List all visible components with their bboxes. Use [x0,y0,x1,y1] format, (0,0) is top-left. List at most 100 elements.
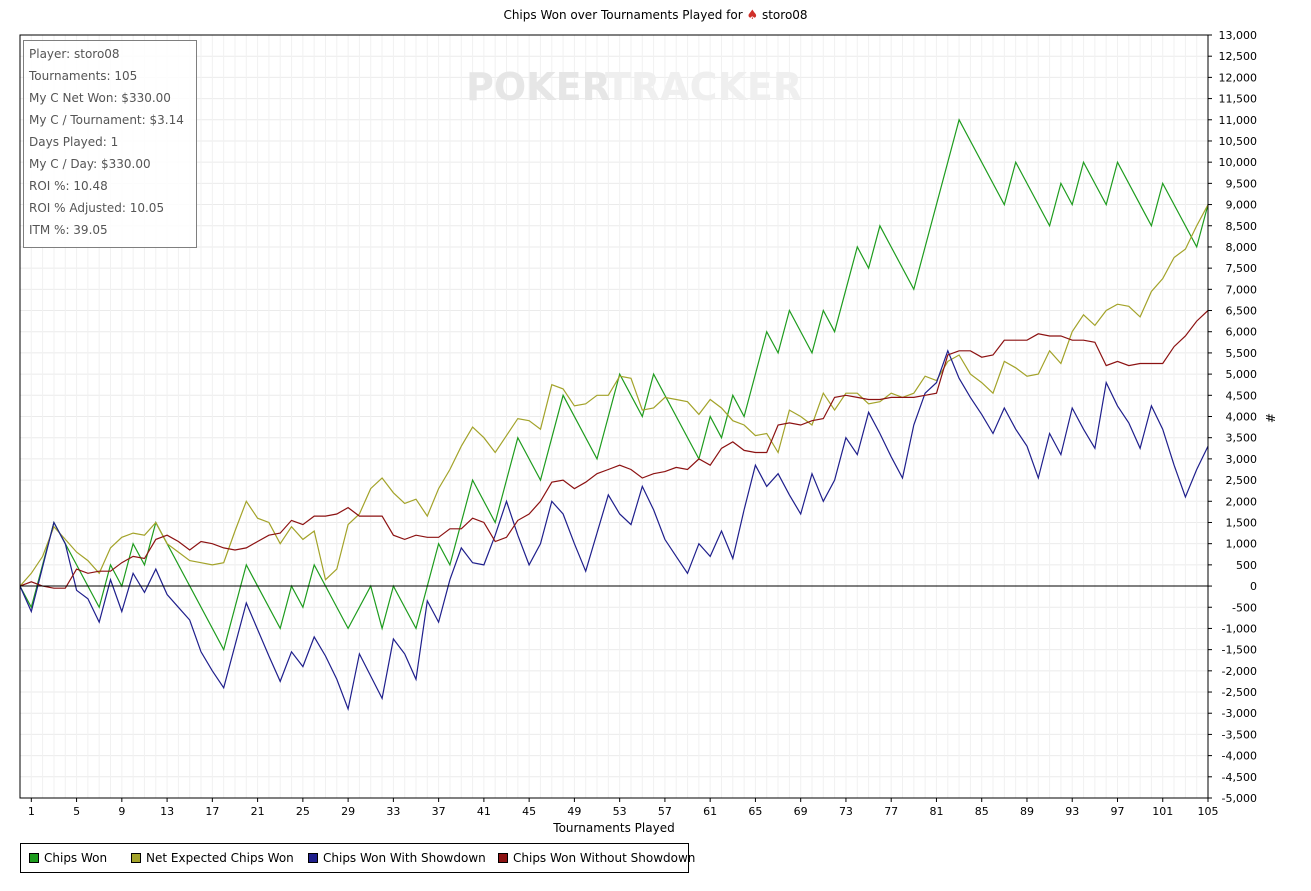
chart-title-player: storo08 [761,8,808,22]
x-tick-label: 37 [432,805,446,818]
y-axis-label: # [1263,413,1277,423]
x-tick-label: 57 [658,805,672,818]
plot-frame [19,34,1209,799]
y-tick-label: -1,000 [1222,622,1257,635]
y-tick-label: -5,000 [1222,792,1257,805]
x-tick-label: 41 [477,805,491,818]
y-tick-label: 7,500 [1226,262,1258,275]
series-layer [19,118,1209,712]
x-tick-label: 65 [748,805,762,818]
y-tick-label: 5,500 [1226,347,1258,360]
series-line-4 [19,310,1209,589]
legend-item: Chips Won Without Showdown [498,851,695,865]
y-tick-label: -2,500 [1222,686,1257,699]
x-tick-label: 9 [118,805,125,818]
chart-title-text: Chips Won over Tournaments Played for [503,8,743,22]
watermark-tracker: TRACKER [605,65,802,109]
stat-line: ROI %: 10.48 [29,179,108,193]
x-tick-label: 105 [1198,805,1219,818]
stat-line: My C Net Won: $330.00 [29,91,171,105]
y-tick-label: 4,000 [1226,411,1258,424]
y-tick-label: -4,500 [1222,771,1257,784]
y-tick-label: 4,500 [1226,389,1258,402]
watermark: POKER TRACKER [466,65,802,109]
y-tick-label: 7,000 [1226,283,1258,296]
y-tick-label: 8,000 [1226,241,1258,254]
x-tick-label: 77 [884,805,898,818]
x-tick-label: 17 [205,805,219,818]
legend-item: Net Expected Chips Won [131,851,294,865]
watermark-poker: POKER [466,65,611,109]
grid-layer [20,34,1209,799]
y-tick-label: -3,500 [1222,728,1257,741]
legend-item: Chips Won [29,851,107,865]
y-tick-label: 500 [1236,559,1257,572]
y-tick-label: 10,000 [1219,156,1258,169]
y-tick-label: -1,500 [1222,644,1257,657]
y-tick-label: 6,500 [1226,305,1258,318]
y-tick-label: 8,500 [1226,220,1258,233]
stat-line: Days Played: 1 [29,135,119,149]
legend-item: Chips Won With Showdown [308,851,486,865]
stat-line: ROI % Adjusted: 10.05 [29,201,165,215]
y-tick-label: 6,000 [1226,326,1258,339]
legend-swatch [29,853,39,863]
x-tick-label: 53 [613,805,627,818]
x-tick-label: 21 [251,805,265,818]
x-tick-label: 97 [1110,805,1124,818]
x-tick-label: 85 [975,805,989,818]
x-tick-label: 29 [341,805,355,818]
y-tick-label: 9,500 [1226,177,1258,190]
x-tick-label: 13 [160,805,174,818]
y-tick-label: 2,500 [1226,474,1258,487]
x-tick-label: 49 [567,805,581,818]
x-axis-label: Tournaments Played [552,821,674,835]
x-tick-label: 101 [1152,805,1173,818]
y-tick-label: 5,000 [1226,368,1258,381]
x-tick-label: 61 [703,805,717,818]
y-tick-label: -500 [1232,601,1257,614]
y-tick-label: 12,000 [1219,71,1258,84]
stat-line: Player: storo08 [29,47,120,61]
y-tick-label: 10,500 [1219,135,1258,148]
stat-line: ITM %: 39.05 [29,223,108,237]
y-tick-label: 1,500 [1226,516,1258,529]
y-tick-label: 13,000 [1219,29,1258,42]
x-tick-label: 93 [1065,805,1079,818]
stat-line: My C / Day: $330.00 [29,157,151,171]
y-tick-label: 3,000 [1226,453,1258,466]
series-line-2 [19,204,1209,587]
y-tick-label: -4,000 [1222,750,1257,763]
x-tick-label: 73 [839,805,853,818]
spade-icon: ♠ [746,8,759,23]
stat-line: My C / Tournament: $3.14 [29,113,184,127]
chart-title: Chips Won over Tournaments Played for ♠ … [0,8,1311,23]
x-tick-label: 69 [794,805,808,818]
legend-label: Chips Won [44,851,108,865]
legend-swatch [308,853,318,863]
legend-label: Chips Won Without Showdown [513,851,696,865]
y-tick-label: -3,000 [1222,707,1257,720]
x-tick-label: 25 [296,805,310,818]
legend-swatch [498,853,508,863]
y-tick-label: 0 [1250,580,1257,593]
series-line-3 [19,349,1209,712]
y-tick-label: 11,500 [1219,93,1258,106]
x-tick-label: 5 [73,805,80,818]
legend-label: Chips Won With Showdown [323,851,486,865]
legend-swatch [131,853,141,863]
stats-box: Player: storo08 Tournaments: 105 My C Net … [23,40,197,248]
axis-layer: -5,000 -4,500 -4,000 -3,500 -3,000 -2,500 -2,0… [19,29,1277,835]
y-tick-label: 3,500 [1226,432,1258,445]
x-tick-label: 81 [929,805,943,818]
chart-legend: Chips Won Net Expected Chips Won Chips Won… [20,843,695,873]
x-tick-label: 33 [386,805,400,818]
x-tick-label: 45 [522,805,536,818]
legend-label: Net Expected Chips Won [146,851,294,865]
y-tick-label: 2,000 [1226,495,1258,508]
y-tick-label: 12,500 [1219,50,1258,63]
x-tick-label: 89 [1020,805,1034,818]
y-tick-label: 1,000 [1226,538,1258,551]
x-tick-label: 1 [28,805,35,818]
